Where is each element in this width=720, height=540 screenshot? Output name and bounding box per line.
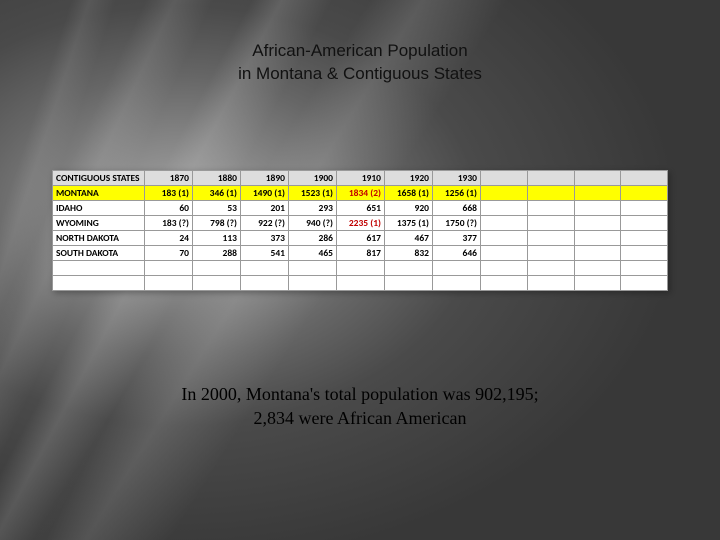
data-cell: 1658 (1) xyxy=(385,186,433,201)
empty-header xyxy=(481,171,528,186)
state-label: NORTH DAKOTA xyxy=(53,231,145,246)
empty-cell xyxy=(574,246,621,261)
data-cell: 1375 (1) xyxy=(385,216,433,231)
year-header: 1890 xyxy=(241,171,289,186)
year-header: 1910 xyxy=(337,171,385,186)
state-label: MONTANA xyxy=(53,186,145,201)
empty-cell xyxy=(621,231,668,246)
header-label-cell: CONTIGUOUS STATES xyxy=(53,171,145,186)
data-cell: 113 xyxy=(193,231,241,246)
data-cell: 201 xyxy=(241,201,289,216)
empty-cell xyxy=(574,186,621,201)
table-row: SOUTH DAKOTA 70 288 541 465 817 832 646 xyxy=(53,246,668,261)
empty-cell xyxy=(527,186,574,201)
empty-cell xyxy=(527,231,574,246)
state-label: SOUTH DAKOTA xyxy=(53,246,145,261)
data-cell: 646 xyxy=(433,246,481,261)
footnote-text: In 2000, Montana's total population was … xyxy=(0,382,720,431)
data-cell: 1490 (1) xyxy=(241,186,289,201)
data-cell: 346 (1) xyxy=(193,186,241,201)
empty-header xyxy=(527,171,574,186)
empty-cell xyxy=(481,216,528,231)
data-cell: 183 (?) xyxy=(145,216,193,231)
empty-cell xyxy=(574,231,621,246)
data-cell: 920 xyxy=(385,201,433,216)
data-cell: 1834 (2) xyxy=(337,186,385,201)
footnote-line-2: 2,834 were African American xyxy=(254,408,467,428)
data-cell: 1750 (?) xyxy=(433,216,481,231)
empty-cell xyxy=(621,201,668,216)
data-cell: 24 xyxy=(145,231,193,246)
year-header: 1870 xyxy=(145,171,193,186)
empty-cell xyxy=(621,216,668,231)
table-row: WYOMING 183 (?) 798 (?) 922 (?) 940 (?) … xyxy=(53,216,668,231)
table-row: NORTH DAKOTA 24 113 373 286 617 467 377 xyxy=(53,231,668,246)
data-cell: 467 xyxy=(385,231,433,246)
data-cell: 60 xyxy=(145,201,193,216)
table-header-row: CONTIGUOUS STATES 1870 1880 1890 1900 19… xyxy=(53,171,668,186)
state-label: WYOMING xyxy=(53,216,145,231)
data-cell: 832 xyxy=(385,246,433,261)
data-cell: 817 xyxy=(337,246,385,261)
data-cell: 373 xyxy=(241,231,289,246)
data-cell: 1256 (1) xyxy=(433,186,481,201)
data-cell: 651 xyxy=(337,201,385,216)
data-cell: 288 xyxy=(193,246,241,261)
state-label: IDAHO xyxy=(53,201,145,216)
data-cell: 617 xyxy=(337,231,385,246)
data-cell: 922 (?) xyxy=(241,216,289,231)
data-cell: 70 xyxy=(145,246,193,261)
empty-cell xyxy=(481,246,528,261)
population-table: CONTIGUOUS STATES 1870 1880 1890 1900 19… xyxy=(52,170,668,291)
table-row: IDAHO 60 53 201 293 651 920 668 xyxy=(53,201,668,216)
data-cell: 940 (?) xyxy=(289,216,337,231)
year-header: 1920 xyxy=(385,171,433,186)
empty-header xyxy=(574,171,621,186)
data-cell: 798 (?) xyxy=(193,216,241,231)
year-header: 1880 xyxy=(193,171,241,186)
data-cell: 286 xyxy=(289,231,337,246)
empty-cell xyxy=(621,246,668,261)
empty-cell xyxy=(527,201,574,216)
empty-cell xyxy=(574,201,621,216)
empty-cell xyxy=(481,186,528,201)
year-header: 1900 xyxy=(289,171,337,186)
table-row: MONTANA 183 (1) 346 (1) 1490 (1) 1523 (1… xyxy=(53,186,668,201)
data-cell: 465 xyxy=(289,246,337,261)
data-cell: 668 xyxy=(433,201,481,216)
slide-title: African-American Population in Montana &… xyxy=(0,40,720,86)
data-cell: 377 xyxy=(433,231,481,246)
empty-row xyxy=(53,261,668,276)
year-header: 1930 xyxy=(433,171,481,186)
empty-cell xyxy=(481,201,528,216)
empty-cell xyxy=(574,216,621,231)
empty-row xyxy=(53,276,668,291)
title-line-2: in Montana & Contiguous States xyxy=(238,64,482,83)
data-cell: 183 (1) xyxy=(145,186,193,201)
data-cell: 1523 (1) xyxy=(289,186,337,201)
empty-cell xyxy=(527,246,574,261)
data-cell: 541 xyxy=(241,246,289,261)
population-table-container: CONTIGUOUS STATES 1870 1880 1890 1900 19… xyxy=(52,170,668,291)
data-cell: 293 xyxy=(289,201,337,216)
empty-header xyxy=(621,171,668,186)
data-cell: 2235 (1) xyxy=(337,216,385,231)
data-cell: 53 xyxy=(193,201,241,216)
footnote-line-1: In 2000, Montana's total population was … xyxy=(181,384,538,404)
empty-cell xyxy=(527,216,574,231)
title-line-1: African-American Population xyxy=(252,41,467,60)
empty-cell xyxy=(481,231,528,246)
empty-cell xyxy=(621,186,668,201)
